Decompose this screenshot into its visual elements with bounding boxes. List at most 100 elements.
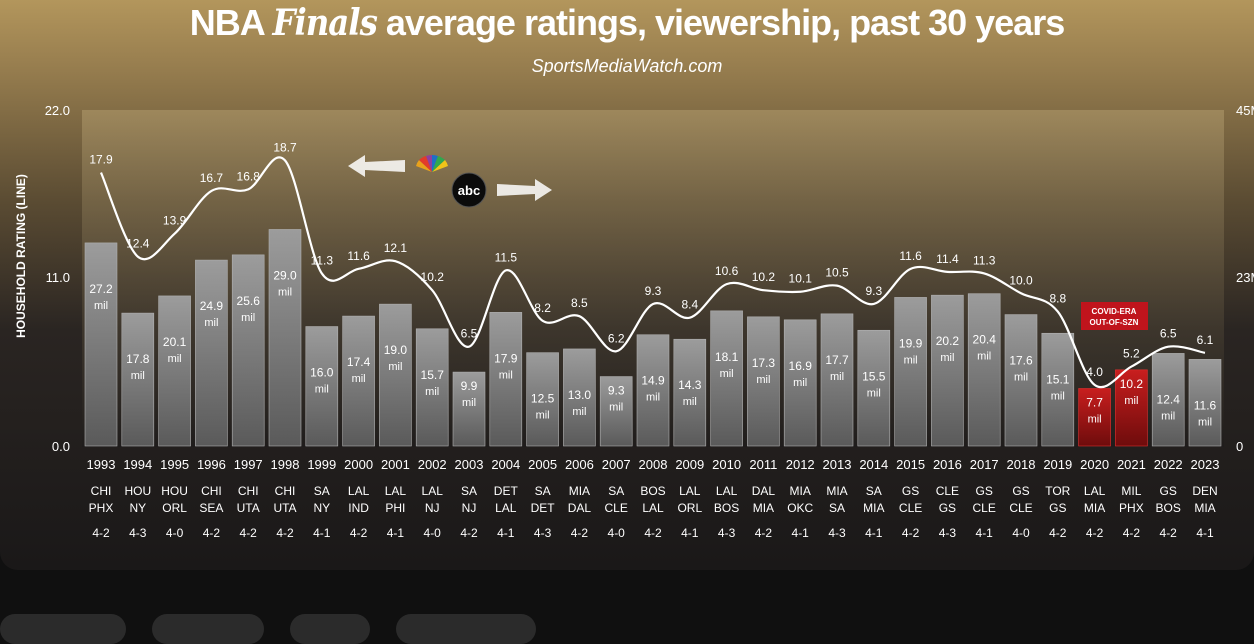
bar-value-1994: 17.8: [126, 352, 150, 366]
bar-value-2021: 10.2: [1120, 377, 1144, 391]
year-label-2021: 2021: [1117, 457, 1146, 472]
matchup-winner-2001: LAL: [385, 484, 407, 498]
left-tick-bottom: 0.0: [52, 439, 70, 454]
bar-2022: [1151, 353, 1185, 447]
matchup-winner-2002: LAL: [422, 484, 444, 498]
matchup-winner-2012: MIA: [790, 484, 811, 498]
right-tick-bottom: 0: [1236, 439, 1243, 454]
rating-label-2015: 11.6: [899, 249, 922, 263]
year-label-2009: 2009: [675, 457, 704, 472]
bar-2008: [636, 334, 670, 447]
bar-unit-2010: mil: [720, 368, 734, 380]
bar-value-2004: 17.9: [494, 351, 518, 365]
matchup-winner-2000: LAL: [348, 484, 370, 498]
year-label-1994: 1994: [123, 457, 152, 472]
ratings-chart: 27.2 mil 17.8 mil 20.1 mil 24.9 mil 25.6 mil 29.0 m…: [14, 103, 1254, 540]
series-result-2012: 4-1: [792, 526, 810, 540]
bar-unit-1993: mil: [94, 300, 108, 312]
matchup-loser-2011: MIA: [753, 501, 774, 515]
bar-2004: [489, 312, 523, 447]
nbc-peacock-icon: [416, 154, 448, 172]
series-result-2014: 4-1: [865, 526, 883, 540]
bar-value-2022: 12.4: [1157, 392, 1181, 406]
series-result-1999: 4-1: [313, 526, 331, 540]
rating-label-2002: 10.2: [421, 270, 445, 284]
rating-label-2001: 12.1: [384, 241, 408, 255]
year-label-2011: 2011: [749, 457, 777, 472]
series-result-1997: 4-2: [240, 526, 258, 540]
series-result-2023: 4-1: [1196, 526, 1214, 540]
year-label-2007: 2007: [602, 457, 631, 472]
covid-label-line1: COVID-ERA: [1092, 307, 1137, 316]
bar-value-2014: 15.5: [862, 369, 886, 383]
bar-2007: [599, 376, 633, 447]
covid-badge: COVID-ERA OUT-OF-SZN: [1081, 302, 1148, 330]
year-label-2006: 2006: [565, 457, 594, 472]
bar-labels-group: 27.2 mil 17.8 mil 20.1 mil 24.9 mil 25.6 mil 29.0 m…: [89, 268, 1216, 428]
bar-2005: [526, 352, 559, 447]
matchup-loser-2010: BOS: [714, 501, 739, 515]
year-label-2002: 2002: [418, 457, 447, 472]
matchup-winner-1998: CHI: [275, 484, 296, 498]
matchup-winner-2020: LAL: [1084, 484, 1106, 498]
rating-label-2005: 8.2: [534, 301, 551, 315]
matchup-loser-2023: MIA: [1194, 501, 1215, 515]
bar-unit-2008: mil: [646, 392, 660, 404]
matchup-winner-2005: SA: [535, 484, 551, 498]
bar-unit-2018: mil: [1014, 372, 1028, 384]
rating-label-2022: 6.5: [1160, 327, 1177, 341]
matchup-winner-2007: SA: [608, 484, 624, 498]
rating-label-2014: 9.3: [865, 284, 882, 298]
bar-2003: [452, 371, 486, 447]
bar-unit-1995: mil: [168, 353, 182, 365]
bar-unit-1998: mil: [278, 286, 292, 298]
series-result-2016: 4-3: [939, 526, 957, 540]
bar-unit-2005: mil: [536, 410, 550, 422]
matchup-loser-2009: ORL: [677, 501, 702, 515]
rating-label-2020: 4.0: [1086, 365, 1103, 379]
bar-unit-2017: mil: [977, 351, 991, 363]
matchup-loser-1998: UTA: [273, 501, 296, 515]
year-label-2020: 2020: [1080, 457, 1109, 472]
rating-label-1997: 16.8: [237, 169, 261, 183]
matchup-loser-2019: GS: [1049, 501, 1066, 515]
series-result-2010: 4-3: [718, 526, 736, 540]
bar-2011: [747, 316, 780, 447]
toolbar-pill-1[interactable]: [0, 614, 126, 644]
covid-label-line2: OUT-OF-SZN: [1090, 318, 1139, 327]
bar-value-2006: 13.0: [568, 388, 592, 402]
bar-value-2020: 7.7: [1086, 396, 1103, 410]
year-label-1999: 1999: [307, 457, 336, 472]
bar-1999: [305, 326, 339, 447]
year-label-2015: 2015: [896, 457, 925, 472]
series-result-1996: 4-2: [203, 526, 221, 540]
toolbar-pill-2[interactable]: [152, 614, 264, 644]
left-tick-top: 22.0: [45, 103, 70, 118]
bar-2019: [1041, 332, 1075, 447]
matchup-winner-2021: MIL: [1121, 484, 1141, 498]
rating-label-2009: 8.4: [681, 298, 698, 312]
year-label-2012: 2012: [786, 457, 815, 472]
matchup-winner-2009: LAL: [679, 484, 701, 498]
matchup-winner-1994: HOU: [124, 484, 151, 498]
matchup-winner-1993: CHI: [91, 484, 112, 498]
year-label-2014: 2014: [859, 457, 888, 472]
year-label-2005: 2005: [528, 457, 557, 472]
matchup-winner-2018: GS: [1012, 484, 1029, 498]
bar-unit-2009: mil: [683, 396, 697, 408]
series-result-2015: 4-2: [902, 526, 920, 540]
year-label-2019: 2019: [1043, 457, 1072, 472]
right-axis: 45M 23M 0: [1236, 103, 1254, 454]
matchup-loser-2007: CLE: [605, 501, 628, 515]
series-result-2003: 4-2: [460, 526, 478, 540]
matchup-loser-2020: MIA: [1084, 501, 1105, 515]
toolbar-pill-4[interactable]: [396, 614, 536, 644]
bar-2013: [820, 313, 854, 447]
series-result-2011: 4-2: [755, 526, 773, 540]
series-result-1995: 4-0: [166, 526, 184, 540]
matchup-loser-1996: SEA: [199, 501, 223, 515]
series-result-2017: 4-1: [976, 526, 994, 540]
toolbar-pill-3[interactable]: [290, 614, 370, 644]
bar-2002: [415, 328, 449, 447]
series-result-2020: 4-2: [1086, 526, 1104, 540]
